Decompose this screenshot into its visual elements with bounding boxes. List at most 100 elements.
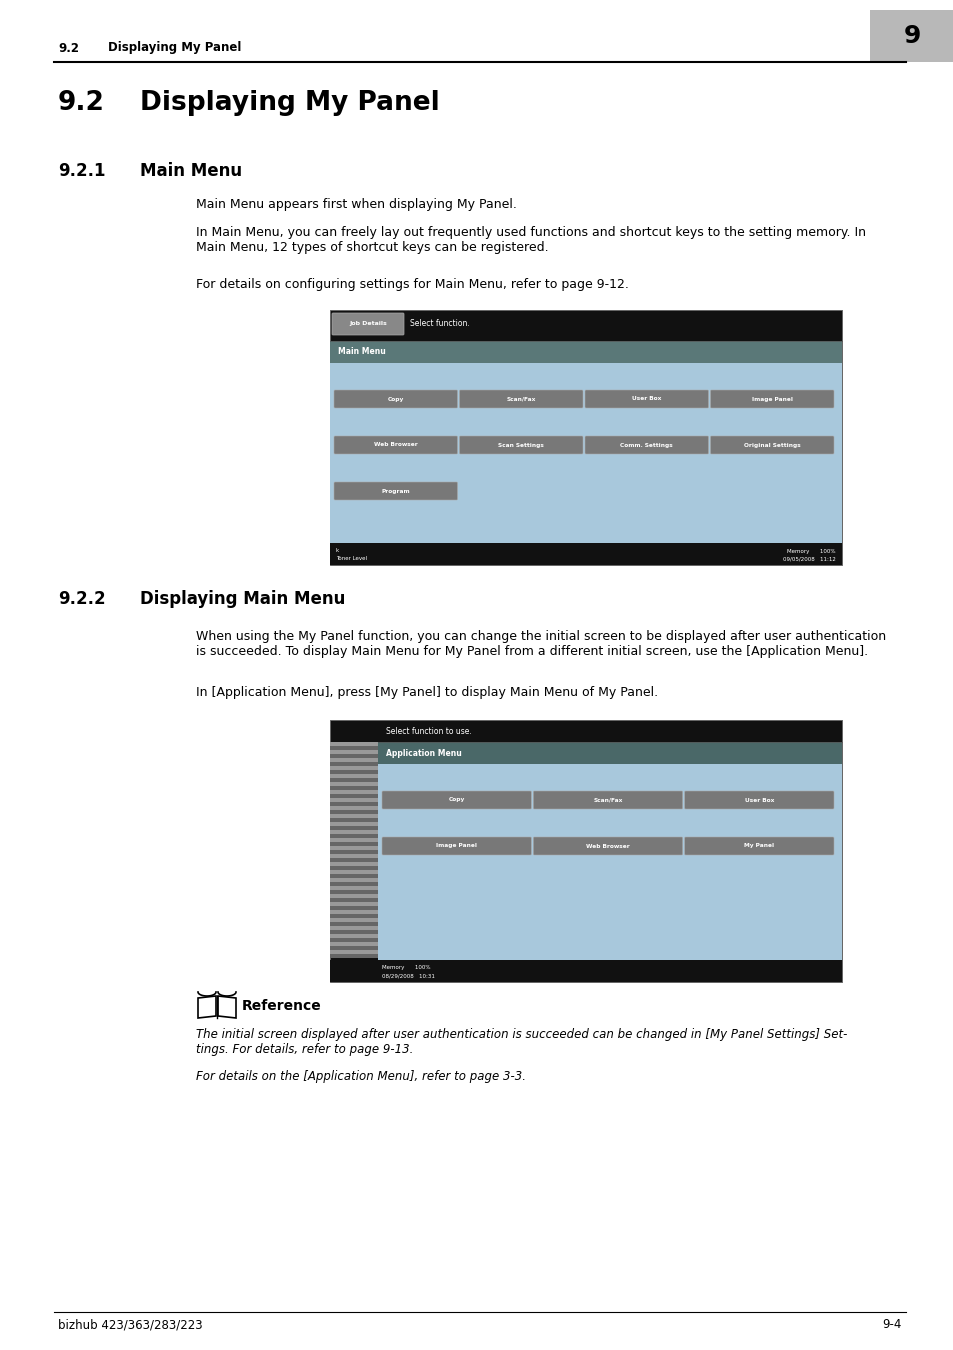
FancyBboxPatch shape — [381, 791, 531, 809]
Bar — [330, 842, 377, 846]
Bar — [330, 855, 377, 859]
Bar — [330, 898, 377, 902]
Text: 9.2.2: 9.2.2 — [58, 590, 106, 608]
Text: Scan Settings: Scan Settings — [497, 443, 543, 447]
Bar — [330, 942, 377, 946]
Bar — [330, 914, 377, 918]
Bar — [330, 363, 841, 543]
Bar — [330, 926, 377, 930]
Text: Displaying My Panel: Displaying My Panel — [108, 42, 241, 54]
Bar — [330, 850, 377, 855]
Bar — [330, 798, 377, 802]
Text: In [Application Menu], press [My Panel] to display Main Menu of My Panel.: In [Application Menu], press [My Panel] … — [195, 686, 658, 699]
Bar — [330, 310, 841, 566]
Bar — [330, 882, 377, 886]
FancyBboxPatch shape — [459, 436, 582, 454]
Bar — [330, 782, 377, 786]
Bar — [330, 902, 377, 906]
Text: When using the My Panel function, you can change the initial screen to be displa: When using the My Panel function, you ca… — [195, 630, 885, 657]
FancyBboxPatch shape — [533, 791, 682, 809]
Bar — [330, 826, 377, 830]
Text: Memory      100%: Memory 100% — [381, 965, 430, 971]
Text: Main Menu: Main Menu — [140, 162, 242, 180]
Text: Copy: Copy — [387, 397, 403, 401]
FancyBboxPatch shape — [334, 436, 457, 454]
Text: For details on configuring settings for Main Menu, refer to page 9-12.: For details on configuring settings for … — [195, 278, 628, 292]
Text: Displaying Main Menu: Displaying Main Menu — [140, 590, 345, 608]
FancyBboxPatch shape — [684, 837, 833, 855]
Bar — [330, 761, 377, 765]
Bar — [330, 757, 377, 761]
Bar — [330, 751, 377, 755]
Bar — [330, 802, 377, 806]
FancyBboxPatch shape — [584, 390, 708, 408]
Bar — [330, 769, 377, 774]
Text: k: k — [335, 548, 339, 554]
Bar — [330, 946, 377, 950]
Text: Reference: Reference — [242, 999, 321, 1012]
Bar — [330, 865, 377, 869]
Bar — [330, 869, 377, 873]
Bar — [330, 873, 377, 878]
Text: Original Settings: Original Settings — [743, 443, 800, 447]
Bar — [330, 950, 377, 954]
Text: bizhub 423/363/283/223: bizhub 423/363/283/223 — [58, 1319, 202, 1331]
Text: User Box: User Box — [632, 397, 660, 401]
Bar — [330, 543, 841, 566]
Text: Select function.: Select function. — [410, 320, 469, 328]
Bar — [330, 720, 841, 981]
Bar — [330, 755, 377, 757]
Text: 9.2.1: 9.2.1 — [58, 162, 106, 180]
Text: 9: 9 — [902, 24, 920, 49]
FancyBboxPatch shape — [533, 837, 682, 855]
Text: Comm. Settings: Comm. Settings — [619, 443, 673, 447]
Bar — [330, 890, 377, 894]
Bar — [330, 960, 841, 981]
Bar — [330, 859, 377, 863]
Bar — [330, 838, 377, 842]
Bar — [330, 818, 377, 822]
Bar — [330, 846, 377, 850]
Bar — [869, 9, 953, 62]
FancyBboxPatch shape — [710, 436, 833, 454]
Bar — [330, 794, 377, 798]
FancyBboxPatch shape — [684, 791, 833, 809]
Text: Web Browser: Web Browser — [585, 844, 629, 849]
Bar — [330, 863, 377, 865]
Text: Copy: Copy — [448, 798, 464, 802]
Bar — [330, 878, 377, 882]
Text: Web Browser: Web Browser — [374, 443, 417, 447]
Bar — [330, 747, 377, 751]
Bar — [377, 764, 841, 960]
Bar — [330, 922, 377, 926]
Text: In Main Menu, you can freely lay out frequently used functions and shortcut keys: In Main Menu, you can freely lay out fre… — [195, 225, 865, 254]
Bar — [330, 810, 377, 814]
Text: 09/05/2008   11:12: 09/05/2008 11:12 — [782, 556, 835, 562]
Text: Program: Program — [381, 489, 410, 494]
FancyBboxPatch shape — [334, 390, 457, 408]
Text: For details on the [Application Menu], refer to page 3-3.: For details on the [Application Menu], r… — [195, 1071, 525, 1083]
Bar — [377, 743, 841, 764]
Bar — [330, 786, 377, 790]
FancyBboxPatch shape — [334, 482, 457, 500]
Text: 9.2: 9.2 — [58, 90, 105, 116]
Text: 08/29/2008   10:31: 08/29/2008 10:31 — [381, 973, 435, 979]
FancyBboxPatch shape — [584, 436, 708, 454]
Bar — [330, 743, 377, 747]
Bar — [330, 886, 377, 890]
Text: 9.2: 9.2 — [58, 42, 79, 54]
Bar — [330, 765, 377, 769]
Bar — [330, 830, 377, 834]
Bar — [330, 894, 377, 898]
Text: Main Menu appears first when displaying My Panel.: Main Menu appears first when displaying … — [195, 198, 517, 211]
Bar — [330, 934, 377, 938]
Bar — [330, 834, 377, 838]
Bar — [330, 954, 377, 958]
Bar — [330, 930, 377, 934]
Bar — [330, 806, 377, 810]
Bar — [330, 790, 377, 794]
Text: Displaying My Panel: Displaying My Panel — [140, 90, 439, 116]
Text: Application Menu: Application Menu — [386, 748, 461, 757]
Bar — [330, 342, 841, 363]
Text: The initial screen displayed after user authentication is succeeded can be chang: The initial screen displayed after user … — [195, 1027, 846, 1056]
